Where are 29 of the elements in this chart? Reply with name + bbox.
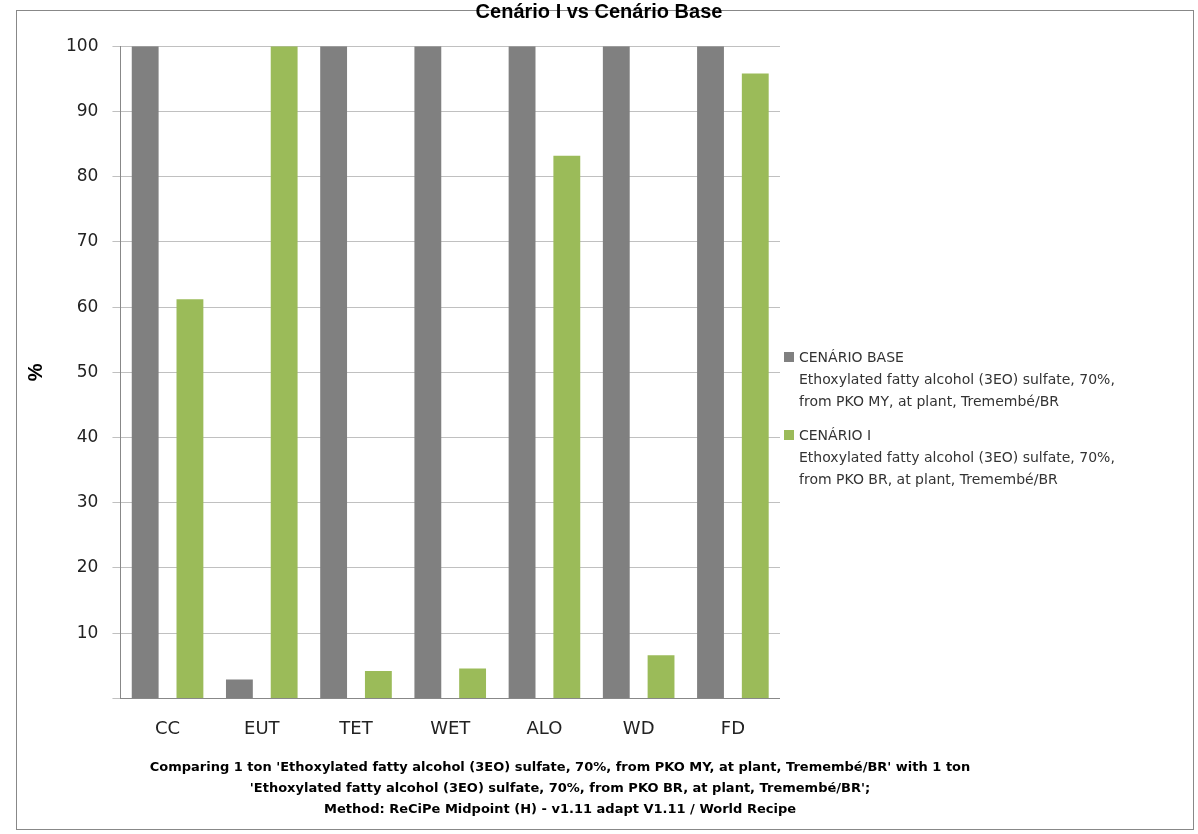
bar bbox=[459, 668, 487, 698]
y-tick-label: 70 bbox=[76, 230, 99, 251]
legend-label: CENÁRIO I Ethoxylated fatty alcohol (3EO) sulfate, 70%, from PKO BR, at plant, Tremembé/BR bbox=[799, 426, 1115, 489]
text: Comparing 1 ton 'Ethoxylated fatty alcohol (3EO) sulfate, 70%, from PKO MY, at plant, Tremembé/BR' with 1 ton 'Ethoxylated fatty alcohol (3EO) sulfate, 70%, from PKO BR, at plant, Tremembé/BR'; Method: ReCiPe Midpoint (H) - v1.11 adapt V1.11 / World Recipe bbox=[148, 758, 972, 818]
x-tick-label: WET bbox=[430, 716, 472, 738]
y-tick-label: 50 bbox=[76, 360, 99, 381]
y-tick-label: 10 bbox=[76, 621, 99, 642]
bar bbox=[741, 73, 769, 698]
x-tick-label: CC bbox=[154, 716, 181, 738]
y-axis-title: % bbox=[23, 363, 46, 382]
x-tick-label: TET bbox=[338, 716, 374, 738]
x-tick-label: WD bbox=[622, 716, 655, 738]
bar bbox=[176, 299, 204, 698]
bar bbox=[270, 46, 298, 698]
y-tick-label: 40 bbox=[76, 425, 99, 446]
bar bbox=[553, 155, 581, 698]
x-tick-label: ALO bbox=[526, 716, 563, 738]
y-tick-label: 90 bbox=[76, 99, 99, 120]
y-tick-label: 100 bbox=[65, 34, 99, 55]
x-tick-label: EUT bbox=[244, 716, 281, 738]
x-tick-label: FD bbox=[720, 716, 745, 738]
bar bbox=[647, 655, 675, 698]
y-tick-label: 60 bbox=[76, 295, 99, 316]
y-tick-label: 30 bbox=[76, 491, 99, 512]
legend-label: CENÁRIO BASE Ethoxylated fatty alcohol (3EO) sulfate, 70%, from PKO MY, at plant, Tremembé/BR bbox=[799, 348, 1115, 411]
y-tick-label: 20 bbox=[76, 556, 99, 577]
y-tick-label: 80 bbox=[76, 165, 99, 186]
chart-title: Cenário I vs Cenário Base bbox=[474, 0, 724, 23]
bar bbox=[364, 671, 392, 698]
